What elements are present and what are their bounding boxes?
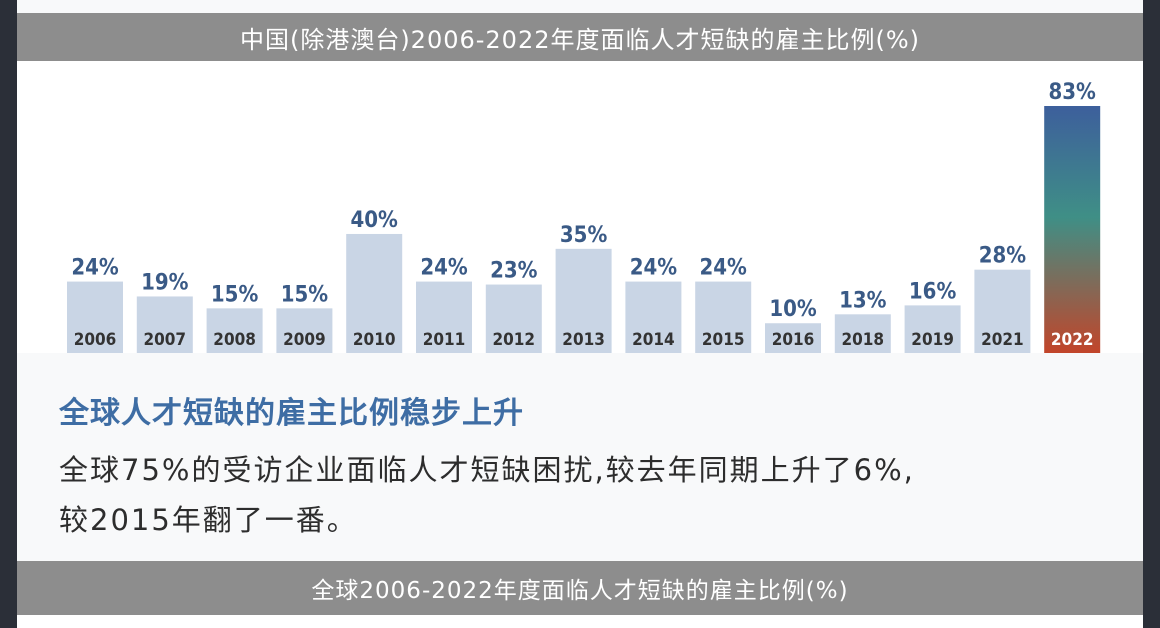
value-label-2016: 10% [769, 297, 817, 322]
summary-text: 全球75%的受访企业面临人才短缺困扰,较去年同期上升了6%, 较2015年翻了一… [59, 445, 1129, 545]
year-label-2019: 2019 [911, 330, 954, 350]
value-label-2018: 13% [839, 288, 887, 313]
section-heading: 全球人才短缺的雇主比例稳步上升 [59, 396, 524, 431]
value-label-2021: 28% [979, 244, 1027, 269]
bar-2009 [276, 308, 333, 353]
value-label-2022: 83% [1049, 80, 1097, 105]
bar-2010 [346, 233, 403, 353]
bar-chart: 2006 24% 2007 19% 2008 15% 2009 15% 2010 40% 2011 2… [67, 80, 1101, 353]
value-label-2013: 35% [560, 223, 608, 248]
year-label-2011: 2011 [423, 330, 466, 350]
year-label-2021: 2021 [981, 330, 1024, 350]
year-label-2009: 2009 [283, 330, 326, 350]
bar-2012 [485, 284, 542, 353]
summary-line-1: 全球75%的受访企业面临人才短缺困扰,较去年同期上升了6%, [59, 453, 915, 487]
bar-2008 [206, 308, 263, 353]
year-label-2010: 2010 [353, 330, 396, 350]
value-label-2010: 40% [351, 208, 399, 233]
year-label-2022: 2022 [1051, 330, 1094, 350]
year-label-2007: 2007 [144, 330, 187, 350]
bar-2018 [834, 314, 891, 353]
year-label-2016: 2016 [772, 330, 815, 350]
year-label-2012: 2012 [493, 330, 536, 350]
value-label-2011: 24% [420, 256, 468, 281]
value-label-2014: 24% [630, 256, 678, 281]
year-label-2014: 2014 [632, 330, 675, 350]
value-label-2006: 24% [71, 256, 119, 281]
bar-2019 [904, 305, 961, 353]
next-chart-area [17, 615, 1143, 628]
bar-2022 [1044, 106, 1101, 353]
infographic-page: 中国(除港澳台)2006-2022年度面临人才短缺的雇主比例(%) 2006 24… [17, 0, 1143, 628]
value-label-2019: 16% [909, 279, 957, 304]
value-label-2008: 15% [211, 282, 259, 307]
bar-2021 [974, 269, 1031, 353]
value-label-2012: 23% [490, 259, 538, 284]
bar-2015 [695, 281, 752, 353]
value-label-2009: 15% [281, 282, 329, 307]
global-chart-title-banner: 全球2006-2022年度面临人才短缺的雇主比例(%) [17, 561, 1143, 615]
bar-2013 [555, 248, 612, 353]
bar-2014 [625, 281, 682, 353]
year-label-2008: 2008 [213, 330, 256, 350]
year-label-2015: 2015 [702, 330, 745, 350]
bar-2016 [765, 323, 821, 353]
year-label-2018: 2018 [842, 330, 885, 350]
chart-title-banner: 中国(除港澳台)2006-2022年度面临人才短缺的雇主比例(%) [17, 13, 1143, 61]
summary-line-2: 较2015年翻了一番。 [59, 503, 358, 537]
bar-2011 [416, 281, 472, 353]
value-label-2007: 19% [141, 270, 189, 295]
bar-2007 [136, 296, 193, 353]
year-label-2013: 2013 [562, 330, 605, 350]
value-label-2015: 24% [700, 256, 748, 281]
bar-2006 [67, 281, 123, 353]
bar-chart-area: 2006 24% 2007 19% 2008 15% 2009 15% 2010 40% 2011 2… [17, 61, 1143, 353]
year-label-2006: 2006 [74, 330, 117, 350]
